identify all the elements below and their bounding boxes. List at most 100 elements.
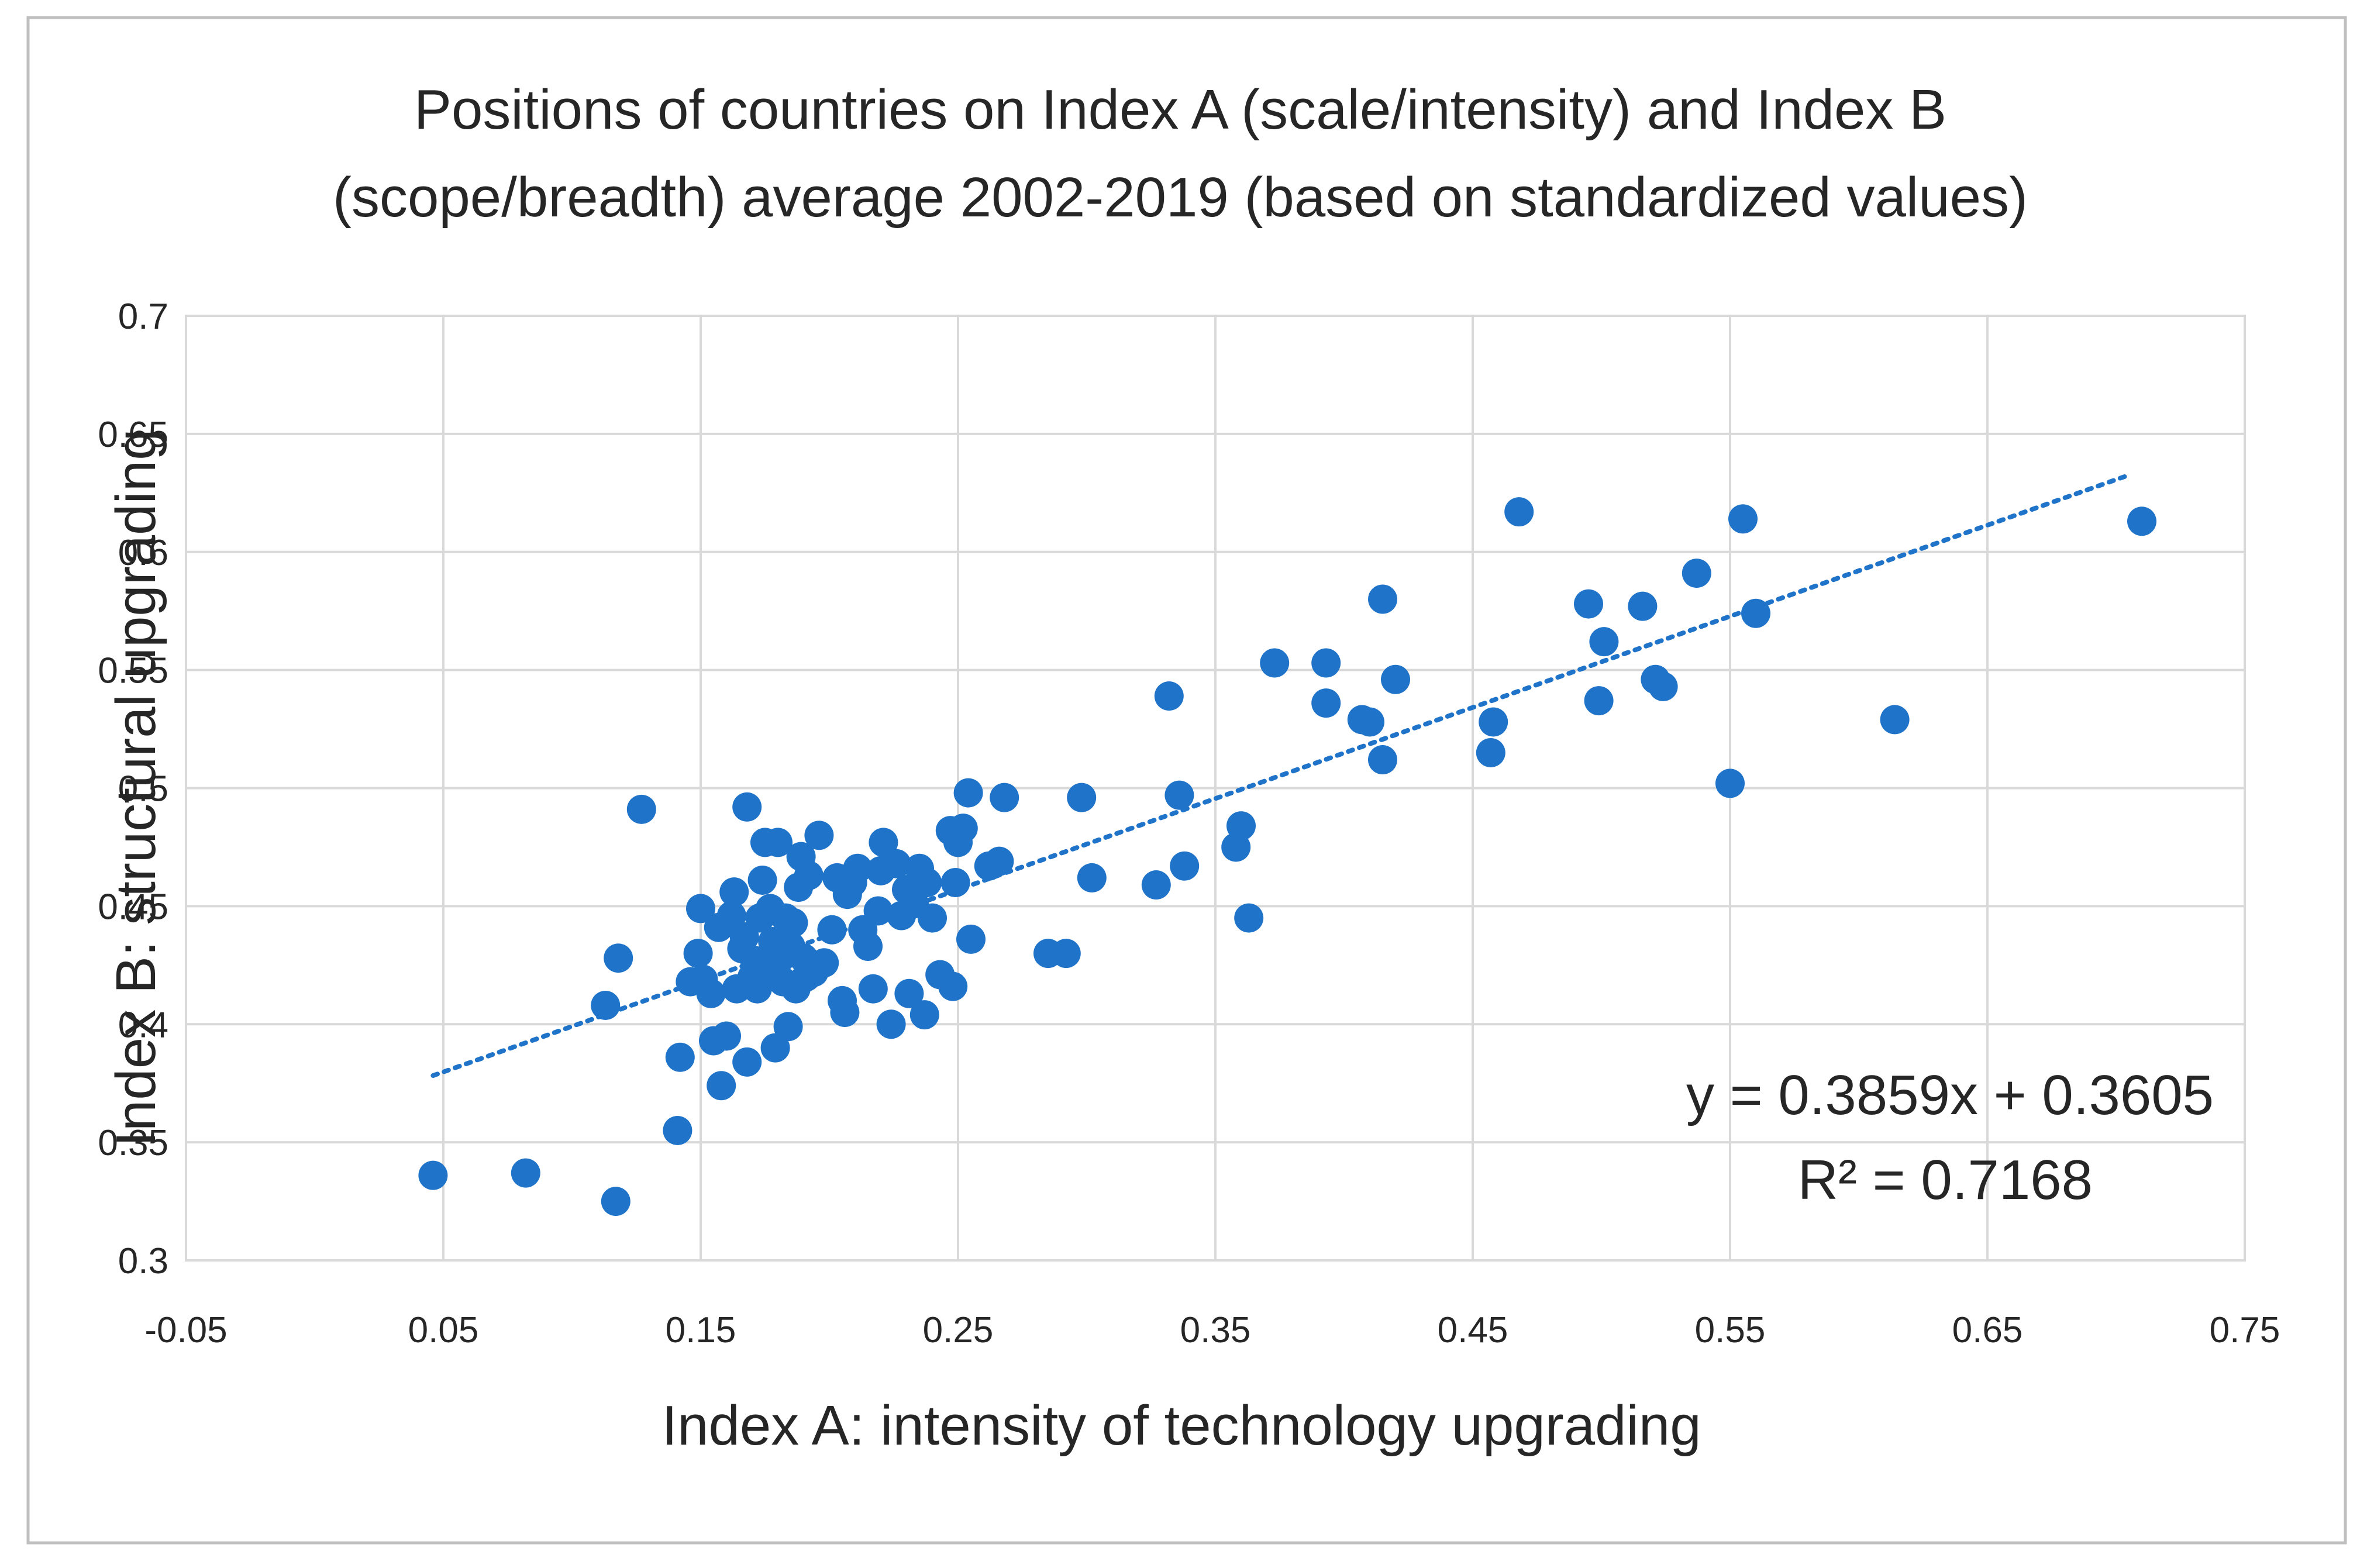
x-tick-label: 0.35	[1180, 1310, 1251, 1350]
trendline-r-squared: R² = 0.7168	[1798, 1149, 2093, 1211]
y-tick-label: 0.45	[98, 887, 168, 927]
data-point	[773, 1012, 803, 1042]
data-point	[990, 783, 1019, 812]
data-point	[1311, 648, 1341, 678]
data-point	[794, 860, 824, 890]
data-point	[956, 924, 986, 954]
data-point	[843, 853, 873, 883]
chart-title-line-1: Positions of countries on Index A (scale…	[414, 78, 1946, 141]
data-point	[1368, 584, 1397, 614]
data-point	[1355, 707, 1384, 737]
data-point	[760, 1033, 790, 1063]
data-point	[1311, 688, 1341, 718]
x-tick-label: 0.55	[1695, 1310, 1766, 1350]
data-point	[604, 943, 633, 973]
data-point	[1584, 686, 1614, 716]
data-point	[591, 990, 621, 1020]
data-point	[601, 1187, 630, 1217]
y-tick-label: 0.5	[118, 769, 168, 809]
data-point	[894, 978, 924, 1008]
data-point	[909, 1000, 939, 1030]
data-point	[1648, 671, 1678, 701]
trendline-equation: y = 0.3859x + 0.3605	[1686, 1064, 2214, 1126]
data-point	[1682, 559, 1711, 588]
x-tick-label: 0.05	[408, 1310, 479, 1350]
y-tick-label: 0.7	[118, 297, 168, 337]
data-point	[1067, 783, 1097, 812]
data-point	[1260, 648, 1290, 678]
data-point	[1741, 598, 1770, 628]
data-point	[696, 978, 726, 1008]
data-point	[1077, 863, 1107, 892]
data-point	[1234, 903, 1264, 933]
plot-area	[185, 315, 2246, 1262]
data-point	[626, 794, 656, 824]
x-axis-ticks: -0.05 0.05 0.15 0.25 0.35 0.45 0.55 0.65 0.75	[144, 1310, 2280, 1350]
data-point	[716, 901, 746, 931]
data-point	[1479, 707, 1508, 737]
data-point	[732, 792, 762, 822]
x-tick-label: 0.25	[923, 1310, 994, 1350]
y-tick-label: 0.3	[118, 1241, 168, 1281]
y-tick-label: 0.6	[118, 533, 168, 573]
data-point	[719, 877, 749, 907]
data-point	[1574, 589, 1603, 619]
data-point	[763, 828, 793, 857]
data-point	[869, 828, 898, 857]
y-axis-ticks: 0.3 0.35 0.4 0.45 0.5 0.55 0.6 0.65 0.7	[98, 297, 168, 1281]
x-tick-label: -0.05	[144, 1310, 227, 1350]
data-point	[686, 894, 715, 923]
data-point	[1154, 681, 1184, 711]
data-point	[1164, 780, 1194, 810]
data-point	[853, 932, 883, 962]
data-point	[876, 1009, 906, 1039]
data-point	[683, 939, 713, 969]
data-point	[1051, 939, 1081, 969]
chart-area	[26, 16, 2347, 1545]
data-point	[984, 846, 1014, 876]
data-point	[1141, 870, 1171, 900]
data-point	[778, 908, 808, 938]
data-point	[881, 849, 911, 878]
data-point	[938, 971, 968, 1001]
data-point	[912, 868, 942, 897]
data-point	[1368, 745, 1397, 775]
y-tick-label: 0.55	[98, 651, 168, 691]
x-axis-title: Index A: intensity of technology upgradi…	[661, 1394, 1701, 1457]
x-tick-label: 0.65	[1952, 1310, 2023, 1350]
data-point	[918, 903, 947, 933]
y-tick-label: 0.4	[118, 1005, 168, 1045]
data-points	[418, 497, 2156, 1217]
data-point	[663, 1115, 692, 1145]
y-tick-label: 0.35	[98, 1123, 168, 1163]
data-point	[863, 896, 893, 926]
x-tick-label: 0.15	[666, 1310, 736, 1350]
data-point	[1628, 591, 1658, 621]
data-point	[1880, 705, 1910, 735]
data-point	[1476, 738, 1505, 767]
data-point	[707, 1071, 736, 1101]
y-tick-label: 0.65	[98, 415, 168, 455]
x-tick-label: 0.45	[1438, 1310, 1508, 1350]
data-point	[1504, 497, 1534, 527]
data-point	[809, 948, 839, 978]
data-point	[948, 814, 978, 843]
x-tick-label: 0.75	[2210, 1310, 2280, 1350]
data-point	[732, 1047, 762, 1077]
data-point	[1381, 664, 1410, 694]
data-point	[1715, 769, 1745, 798]
data-point	[1226, 811, 1256, 841]
data-point	[830, 998, 860, 1028]
data-point	[418, 1160, 448, 1190]
trendline-layer	[430, 473, 2131, 1078]
data-point	[665, 1042, 695, 1072]
data-point	[953, 778, 983, 808]
data-point	[2127, 506, 2156, 536]
data-point	[712, 1021, 741, 1051]
data-point	[1589, 627, 1619, 657]
data-point	[940, 868, 970, 897]
data-point	[804, 821, 834, 850]
linear-trendline	[430, 473, 2131, 1078]
data-point	[858, 974, 888, 1004]
